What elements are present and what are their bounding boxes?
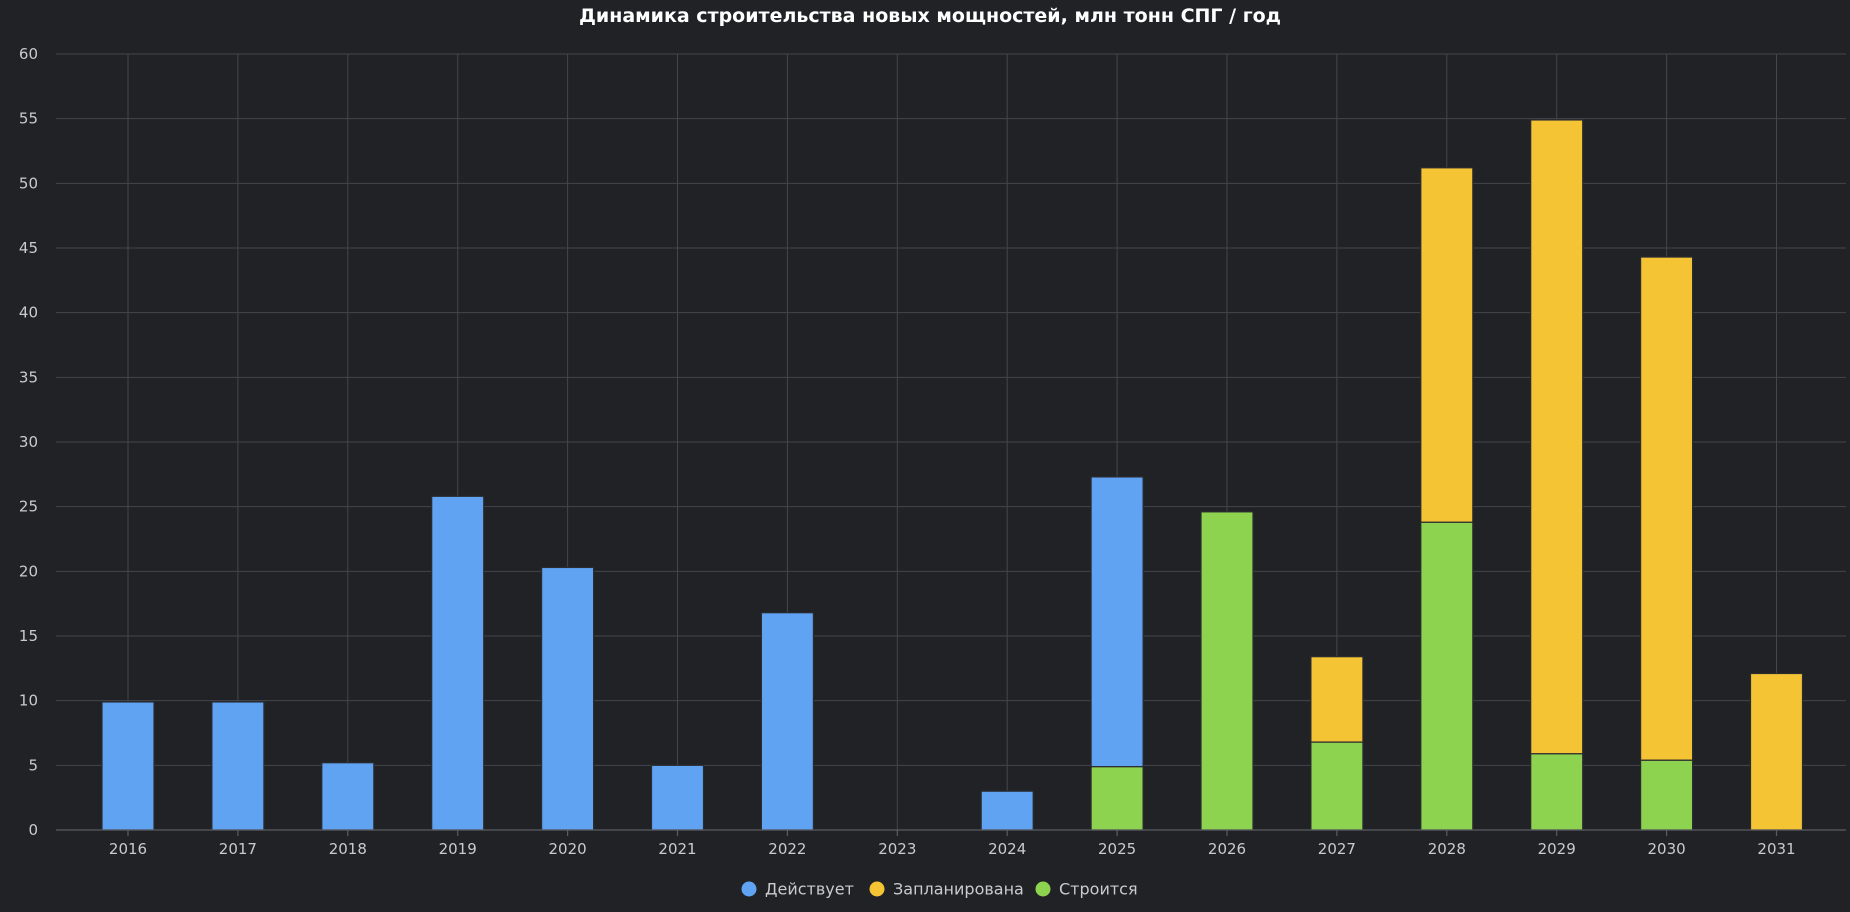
bar-segment[interactable] (1749, 672, 1804, 831)
legend-label: Действует (765, 880, 854, 899)
y-tick-label: 30 (19, 433, 38, 451)
y-tick-label: 40 (19, 304, 38, 322)
y-tick-label: 55 (19, 110, 38, 128)
bar-segment[interactable] (321, 762, 375, 831)
x-tick-label: 2024 (988, 840, 1026, 858)
bar-segment[interactable] (760, 612, 815, 831)
bar-segment[interactable] (1090, 476, 1144, 768)
bar-segment[interactable] (1639, 256, 1694, 761)
x-tick-label: 2019 (439, 840, 477, 858)
bar-segment[interactable] (540, 566, 595, 831)
x-tick-label: 2027 (1318, 840, 1356, 858)
bar-segment[interactable] (1639, 759, 1694, 831)
bar-segment[interactable] (211, 701, 265, 831)
bar-segment[interactable] (1090, 766, 1144, 831)
legend-item[interactable]: Запланирована (869, 880, 1024, 899)
x-tick-label: 2022 (768, 840, 806, 858)
x-tick-label: 2016 (109, 840, 147, 858)
y-tick-label: 10 (19, 692, 38, 710)
bar-segment[interactable] (1200, 511, 1254, 831)
x-tick-label: 2025 (1098, 840, 1136, 858)
legend-marker (1035, 881, 1051, 897)
bar-segment[interactable] (980, 790, 1034, 831)
x-tick-label: 2023 (878, 840, 916, 858)
bar-segment[interactable] (650, 764, 705, 831)
y-tick-label: 15 (19, 627, 38, 645)
x-tick-label: 2030 (1648, 840, 1686, 858)
bar-segment[interactable] (1420, 167, 1474, 523)
bar-segment[interactable] (1530, 119, 1584, 755)
bar-segment[interactable] (431, 495, 485, 831)
y-tick-label: 45 (19, 239, 38, 257)
x-tick-label: 2026 (1208, 840, 1246, 858)
legend-item[interactable]: Действует (741, 880, 854, 899)
y-tick-label: 25 (19, 498, 38, 516)
bar-segment[interactable] (1530, 753, 1584, 831)
bars (101, 119, 1804, 831)
x-tick-label: 2031 (1757, 840, 1795, 858)
chart-title: Динамика строительства новых мощностей, … (579, 5, 1281, 27)
x-tick-label: 2017 (219, 840, 257, 858)
y-tick-label: 50 (19, 174, 38, 192)
x-tick-label: 2029 (1538, 840, 1576, 858)
bar-segment[interactable] (1420, 521, 1474, 831)
legend-marker (869, 881, 885, 897)
y-tick-label: 5 (28, 756, 38, 774)
legend-label: Строится (1059, 880, 1138, 899)
bar-segment[interactable] (1310, 656, 1364, 743)
y-tick-label: 20 (19, 562, 38, 580)
x-tick-label: 2021 (658, 840, 696, 858)
y-tick-label: 0 (28, 821, 38, 839)
legend-label: Запланирована (893, 880, 1024, 899)
bar-segment[interactable] (101, 701, 155, 831)
legend-marker (741, 881, 757, 897)
legend[interactable]: Действует Запланирована Строится (741, 880, 1138, 899)
bar-segment[interactable] (1310, 741, 1364, 831)
x-tick-label: 2028 (1428, 840, 1466, 858)
y-tick-label: 60 (19, 45, 38, 63)
x-tick-label: 2018 (329, 840, 367, 858)
y-tick-label: 35 (19, 368, 38, 386)
legend-item[interactable]: Строится (1035, 880, 1138, 899)
x-tick-label: 2020 (549, 840, 587, 858)
